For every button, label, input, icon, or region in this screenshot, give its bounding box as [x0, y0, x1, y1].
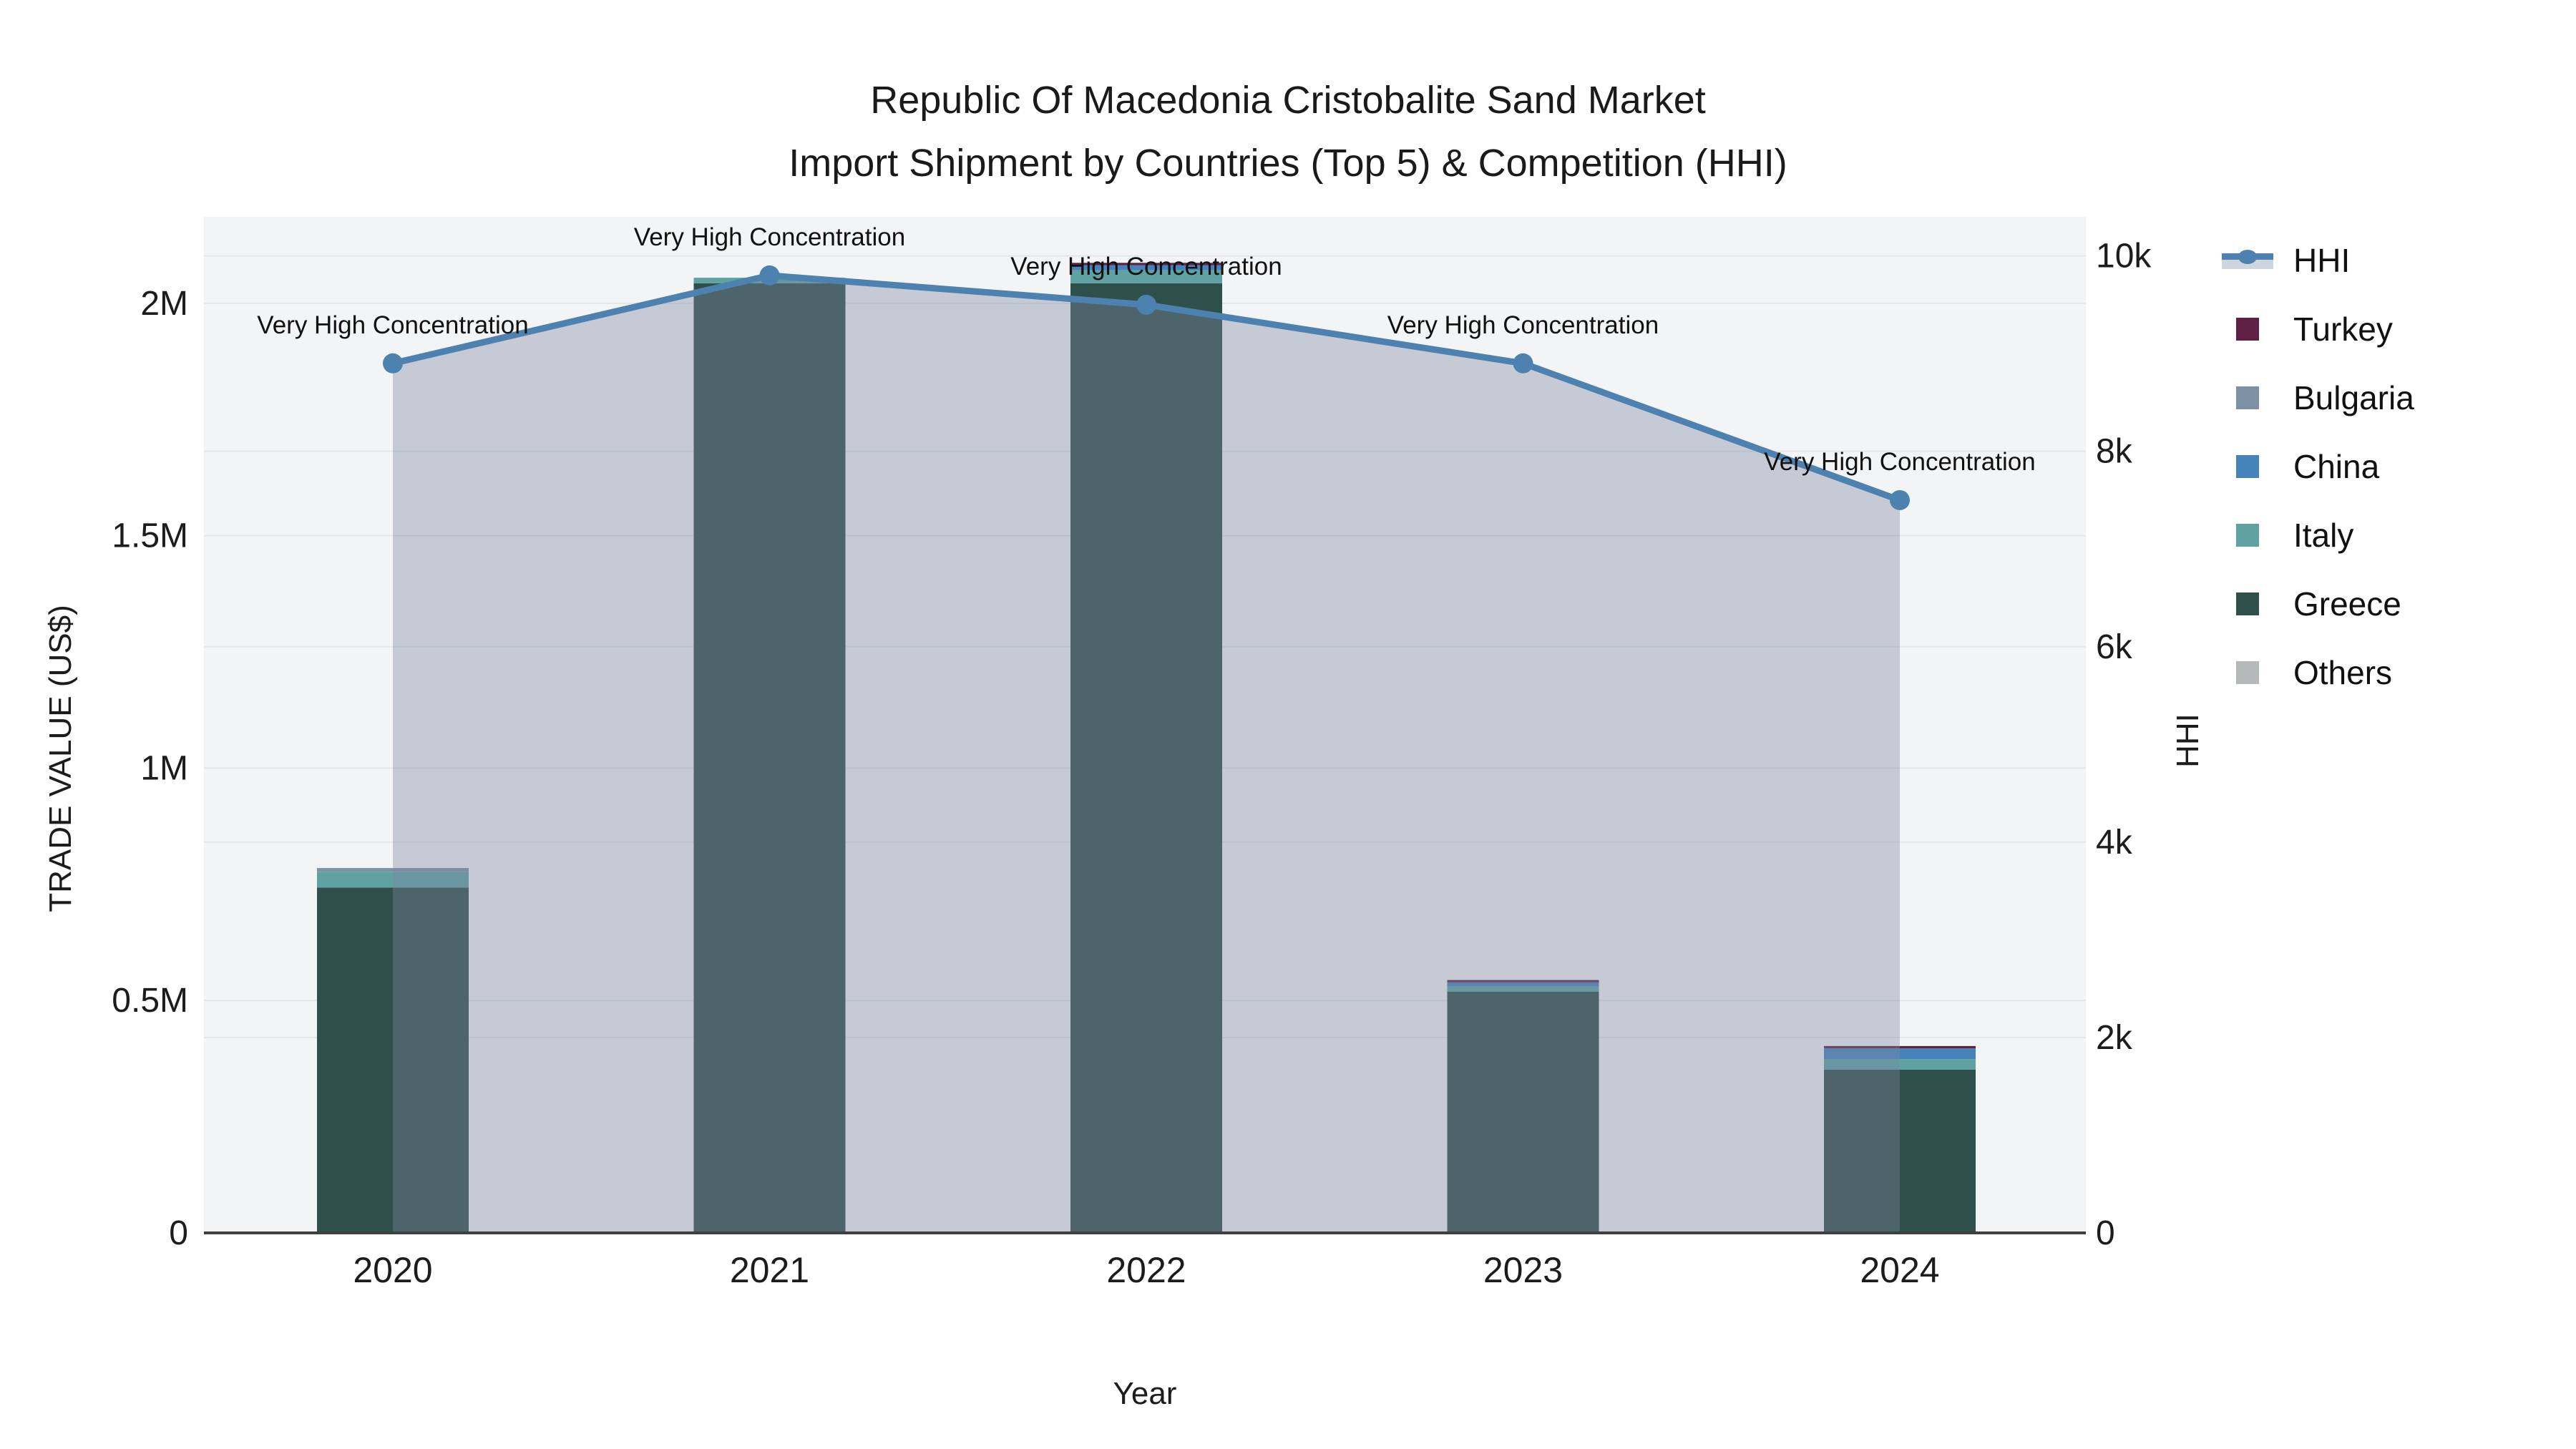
annotation-2021: Very High Concentration	[634, 223, 905, 251]
legend-label: Italy	[2293, 517, 2354, 554]
china-swatch-icon	[2236, 455, 2259, 478]
bulgaria-swatch-icon	[2236, 386, 2259, 409]
bar-segment-china-2024	[1824, 1048, 1976, 1060]
legend-item-china[interactable]: China	[2222, 432, 2414, 501]
bar-segment-turkey-2024	[1824, 1045, 1976, 1049]
others-swatch-icon	[2236, 661, 2259, 684]
chart-title-line1: Republic Of Macedonia Cristobalite Sand …	[870, 79, 1706, 122]
y-right-tick-4k: 4k	[2096, 824, 2133, 862]
y-axis-title-left: TRADE VALUE (US$)	[43, 605, 78, 912]
legend-item-hhi[interactable]: HHI	[2222, 226, 2414, 295]
x-tick-2024: 2024	[1860, 1250, 1939, 1290]
legend-item-greece[interactable]: Greece	[2222, 570, 2414, 638]
bar-segment-greece-2022	[1070, 283, 1222, 1233]
bar-segment-bulgaria-2020	[317, 868, 469, 872]
annotation-2020: Very High Concentration	[257, 311, 528, 339]
chart-title-line2: Import Shipment by Countries (Top 5) & C…	[789, 142, 1787, 185]
bar-segment-italy-2022	[1070, 270, 1222, 283]
hhi-marker-2024	[1890, 489, 1910, 510]
x-tick-2020: 2020	[353, 1250, 432, 1290]
bar-segment-greece-2023	[1447, 991, 1599, 1233]
hhi-marker-2021	[759, 265, 780, 286]
legend-label: China	[2293, 448, 2380, 485]
y-axis-title-right: HHI	[2170, 713, 2205, 768]
bar-segment-turkey-2023	[1447, 980, 1599, 982]
y-right-tick-6k: 6k	[2096, 628, 2133, 666]
hhi-marker-2020	[383, 353, 403, 374]
x-tick-2022: 2022	[1106, 1250, 1186, 1290]
hhi-area-fill	[393, 275, 1900, 1233]
legend-item-bulgaria[interactable]: Bulgaria	[2222, 364, 2414, 432]
y-left-tick-1M: 1M	[140, 749, 188, 787]
chart-title: Republic Of Macedonia Cristobalite Sand …	[0, 69, 2576, 195]
legend-item-italy[interactable]: Italy	[2222, 501, 2414, 570]
y-left-tick-0.5M: 0.5M	[112, 982, 188, 1020]
y-left-tick-2M: 2M	[140, 285, 188, 323]
legend-label: Bulgaria	[2293, 379, 2414, 416]
legend-item-others[interactable]: Others	[2222, 638, 2414, 707]
annotation-2023: Very High Concentration	[1387, 311, 1659, 339]
x-axis-title: Year	[1113, 1376, 1177, 1411]
bar-segment-italy-2020	[317, 872, 469, 888]
bar-segment-turkey-2022	[1070, 263, 1222, 265]
turkey-swatch-icon	[2236, 318, 2259, 341]
y-left-tick-0: 0	[169, 1214, 188, 1252]
legend-label: Greece	[2293, 585, 2401, 623]
hhi-line-swatch-icon	[2222, 250, 2273, 269]
legend: HHI Turkey Bulgaria China Italy Greece O…	[2222, 226, 2414, 707]
legend-label: Others	[2293, 654, 2393, 691]
greece-swatch-icon	[2236, 592, 2259, 615]
x-tick-2023: 2023	[1483, 1250, 1563, 1290]
legend-label: Turkey	[2293, 311, 2393, 348]
annotation-2022: Very High Concentration	[1010, 253, 1282, 280]
bar-segment-italy-2023	[1447, 986, 1599, 992]
hhi-marker-2022	[1136, 294, 1156, 315]
bar-segment-italy-2024	[1824, 1059, 1976, 1070]
hhi-marker-2023	[1513, 353, 1533, 374]
y-right-tick-8k: 8k	[2096, 433, 2133, 471]
legend-item-turkey[interactable]: Turkey	[2222, 295, 2414, 364]
y-right-tick-0: 0	[2096, 1214, 2115, 1252]
y-left-tick-1.5M: 1.5M	[112, 517, 188, 555]
bar-segment-china-2023	[1447, 982, 1599, 987]
bar-segment-greece-2021	[693, 283, 846, 1233]
bar-segment-greece-2020	[317, 887, 469, 1233]
annotation-2024: Very High Concentration	[1764, 448, 2035, 476]
y-right-tick-2k: 2k	[2096, 1019, 2133, 1057]
italy-swatch-icon	[2236, 524, 2259, 547]
bar-segment-china-2022	[1070, 265, 1222, 270]
bar-segment-greece-2024	[1824, 1069, 1976, 1233]
legend-label: HHI	[2293, 242, 2351, 279]
y-right-tick-10k: 10k	[2096, 238, 2152, 275]
x-tick-2021: 2021	[730, 1250, 809, 1290]
